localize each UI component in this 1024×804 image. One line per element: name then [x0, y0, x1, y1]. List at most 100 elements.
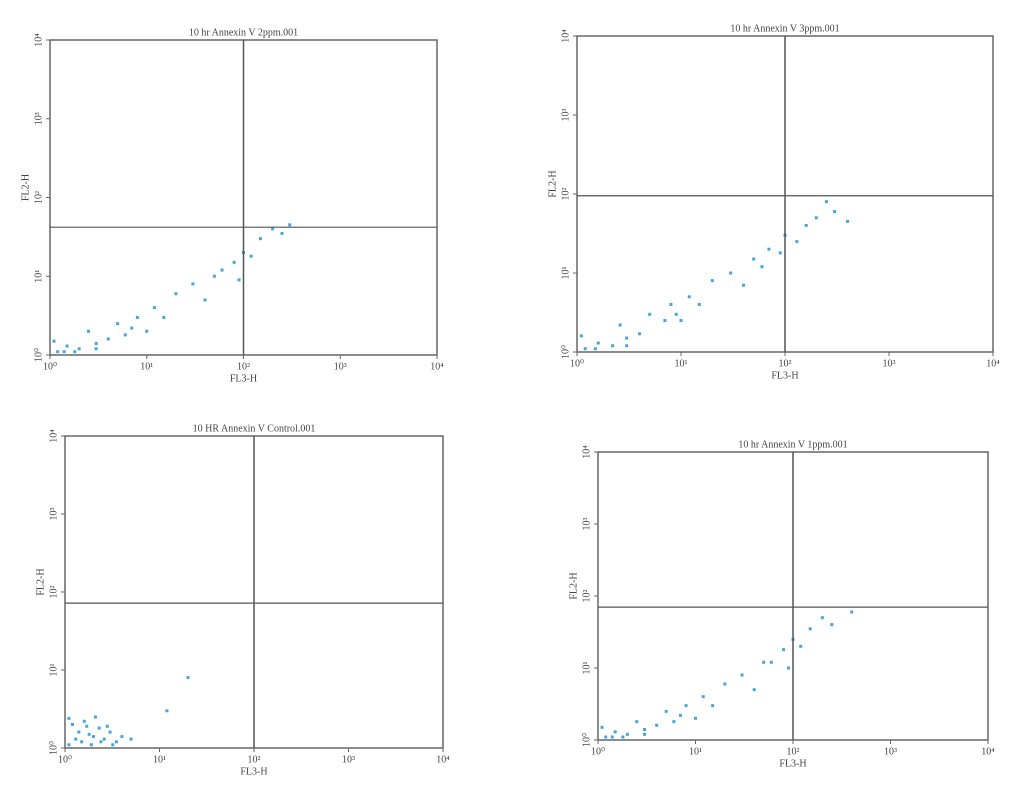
event-dot — [846, 219, 850, 223]
y-tick-label: 10¹ — [48, 664, 59, 677]
event-dot — [694, 716, 697, 720]
y-tick-label: 10³ — [581, 518, 592, 531]
y-axis-label: FL2-H — [568, 572, 579, 599]
event-dot — [610, 735, 614, 739]
event-dot — [271, 227, 275, 231]
x-tick-label: 10³ — [883, 358, 896, 369]
event-dot — [782, 648, 786, 652]
x-tick-label: 10¹ — [140, 361, 153, 372]
event-dot — [596, 341, 600, 345]
x-tick-label: 10² — [248, 754, 261, 765]
x-tick-label: 10⁴ — [430, 361, 444, 372]
event-dot — [824, 200, 828, 204]
x-tick-label: 10⁰ — [43, 361, 57, 372]
y-tick-label: 10² — [581, 590, 592, 603]
event-dot — [710, 279, 714, 283]
x-tick-label: 10² — [779, 358, 792, 369]
y-tick-label: 10⁰ — [560, 345, 571, 359]
event-dot — [787, 666, 791, 670]
event-dot — [174, 292, 178, 296]
event-dot — [70, 723, 74, 727]
event-dot — [62, 350, 66, 354]
event-dot — [203, 298, 207, 302]
event-dot — [94, 341, 98, 345]
x-axis-label: FL3-H — [230, 373, 257, 384]
y-tick-label: 10³ — [33, 112, 44, 125]
event-dot — [212, 274, 216, 278]
event-dot — [129, 737, 133, 741]
event-dot — [85, 724, 89, 728]
event-dot — [648, 312, 652, 316]
event-dot — [116, 322, 120, 326]
event-dot — [152, 306, 156, 310]
x-axis-label: FL3-H — [779, 758, 806, 769]
event-dot — [67, 716, 71, 720]
event-dot — [162, 315, 166, 319]
event-dot — [145, 329, 149, 333]
event-dot — [711, 704, 715, 708]
y-tick-label: 10¹ — [560, 267, 571, 280]
x-tick-label: 10⁴ — [436, 754, 450, 765]
event-dot — [742, 283, 746, 287]
x-tick-label: 10² — [787, 746, 800, 757]
y-tick-label: 10³ — [560, 109, 571, 122]
event-dot — [77, 730, 81, 734]
event-dot — [769, 660, 773, 664]
event-dot — [89, 743, 93, 747]
event-dot — [87, 329, 91, 333]
event-dot — [643, 732, 647, 736]
y-tick-label: 10⁴ — [48, 429, 59, 443]
event-dot — [625, 344, 629, 348]
event-dot — [674, 312, 678, 316]
event-dot — [80, 740, 84, 744]
event-dot — [814, 216, 818, 220]
y-tick-label: 10⁰ — [33, 348, 44, 362]
event-dot — [108, 730, 112, 734]
event-dot — [833, 210, 837, 214]
y-tick-label: 10⁰ — [581, 733, 592, 747]
x-tick-label: 10³ — [342, 754, 355, 765]
event-dot — [820, 616, 824, 620]
event-dot — [232, 260, 236, 264]
event-dot — [638, 332, 642, 336]
event-dot — [91, 735, 95, 739]
event-dot — [74, 737, 78, 741]
event-dot — [52, 339, 56, 343]
event-dot — [664, 709, 668, 713]
event-dot — [259, 237, 263, 241]
event-dot — [678, 713, 682, 717]
y-tick-label: 10¹ — [33, 270, 44, 283]
x-tick-label: 10¹ — [689, 746, 702, 757]
x-tick-label: 10² — [237, 361, 250, 372]
event-dot — [752, 257, 756, 261]
y-tick-label: 10⁴ — [33, 33, 44, 47]
event-dot — [93, 715, 97, 719]
event-dot — [830, 623, 834, 627]
y-tick-label: 10⁰ — [48, 741, 59, 755]
event-dot — [672, 720, 676, 724]
x-tick-label: 10¹ — [153, 754, 166, 765]
event-dot — [684, 704, 688, 708]
event-dot — [669, 302, 673, 306]
event-dot — [729, 271, 733, 275]
event-dot — [752, 688, 756, 692]
x-tick-label: 10³ — [884, 746, 897, 757]
y-axis-label: FL2-H — [20, 174, 31, 201]
event-dot — [850, 610, 854, 614]
x-tick-label: 10⁰ — [570, 358, 584, 369]
event-dot — [165, 709, 169, 713]
x-tick-label: 10⁴ — [986, 358, 1000, 369]
event-dot — [795, 240, 799, 244]
event-dot — [97, 726, 101, 730]
event-dot — [87, 732, 91, 736]
event-dot — [723, 682, 727, 686]
event-dot — [82, 719, 86, 723]
panel-title: 10 HR Annexin V Control.001 — [193, 423, 316, 434]
event-dot — [701, 695, 705, 699]
event-dot — [102, 737, 106, 741]
event-dot — [613, 730, 617, 734]
event-dot — [762, 660, 766, 664]
event-dot — [604, 735, 608, 739]
event-dot — [135, 315, 139, 319]
